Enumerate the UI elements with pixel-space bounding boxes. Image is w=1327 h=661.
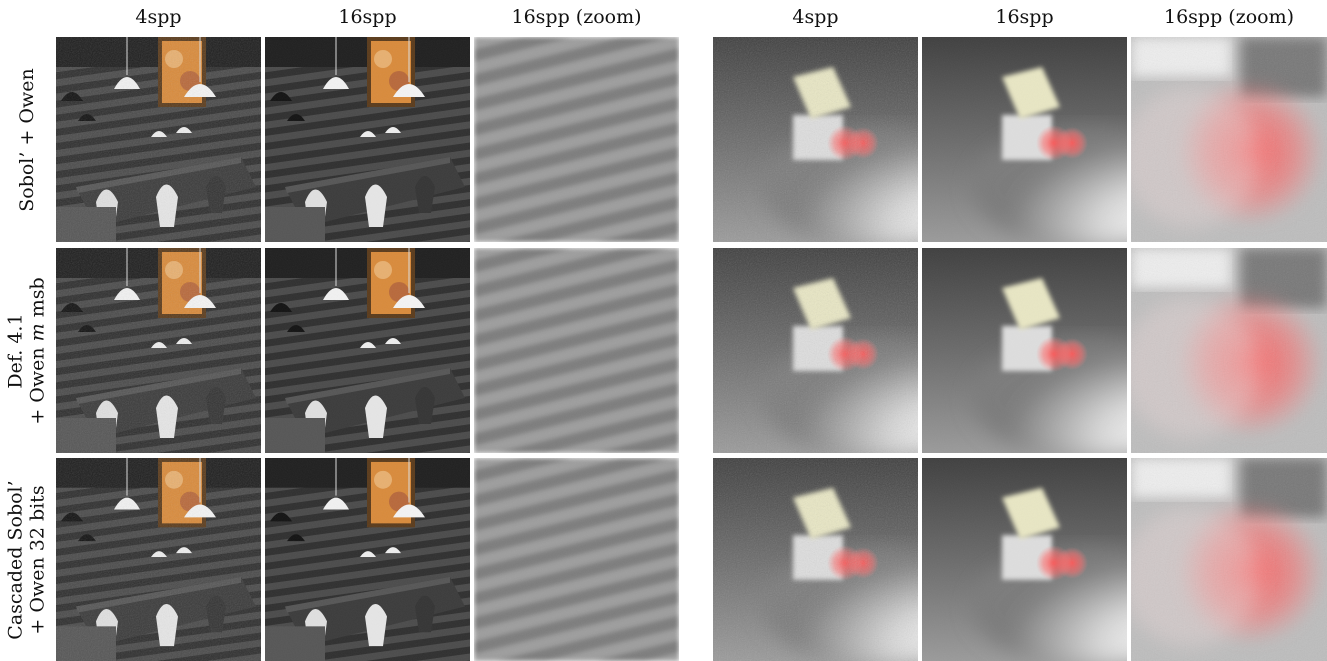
cube-render-4spp-row3 <box>713 458 918 661</box>
cube-render-4spp-row1 <box>713 37 918 242</box>
dining-room-render-16spp-row1 <box>265 37 470 242</box>
dining-room-render-16spp-row2 <box>265 248 470 453</box>
cube-zoom-16spp-row1 <box>1131 37 1327 242</box>
row-label-1: Sobol’ + Owen <box>0 37 54 242</box>
header-right-4spp: 4spp <box>792 6 839 28</box>
dining-room-render-4spp-row3 <box>56 458 261 661</box>
dining-room-render-4spp-row2 <box>56 248 261 453</box>
cube-zoom-16spp-row3 <box>1131 458 1327 661</box>
row-label-2-line2: + Owen m msb <box>27 276 49 425</box>
header-right-16spp-zoom: 16spp (zoom) <box>1163 6 1295 28</box>
row-label-3-line1: Cascaded Sobol’ <box>5 479 27 640</box>
row-label-3: Cascaded Sobol’ + Owen 32 bits <box>0 458 54 661</box>
cube-render-16spp-row1 <box>922 37 1127 242</box>
blinds-zoom-16spp-row3 <box>474 458 679 661</box>
row-label-3-line2: + Owen 32 bits <box>27 484 49 635</box>
cube-render-16spp-row2 <box>922 248 1127 453</box>
row-label-2: Def. 4.1 + Owen m msb <box>0 248 54 453</box>
dining-room-render-16spp-row3 <box>265 458 470 661</box>
blinds-zoom-16spp-row2 <box>474 248 679 453</box>
blinds-zoom-16spp-row1 <box>474 37 679 242</box>
header-left-16spp-zoom: 16spp (zoom) <box>511 6 642 28</box>
cube-render-4spp-row2 <box>713 248 918 453</box>
row-label-1-text: Sobol’ + Owen <box>16 67 38 212</box>
cube-render-16spp-row3 <box>922 458 1127 661</box>
header-left-16spp: 16spp <box>338 6 397 28</box>
cube-zoom-16spp-row2 <box>1131 248 1327 453</box>
dining-room-render-4spp-row1 <box>56 37 261 242</box>
header-left-4spp: 4spp <box>135 6 182 28</box>
header-right-16spp: 16spp <box>995 6 1054 28</box>
row-label-2-line1: Def. 4.1 <box>5 312 27 389</box>
